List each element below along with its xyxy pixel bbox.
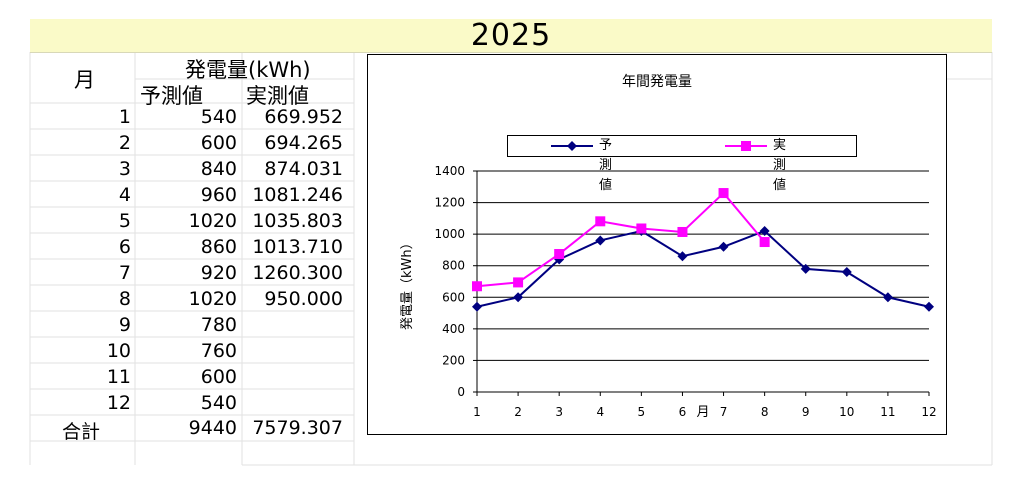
total-actual: 7579.307: [252, 417, 343, 439]
chart-legend: 予測値 実測値: [507, 135, 857, 193]
series-line-actual: [476, 191, 766, 288]
month-cell: 11: [106, 366, 131, 388]
actual-cell: 1035.803: [252, 210, 343, 232]
x-tick-label: 12: [921, 405, 936, 419]
y-tick-label: 600: [442, 290, 465, 304]
x-tick-label: 8: [761, 405, 769, 419]
forecast-cell: 780: [200, 314, 237, 336]
forecast-point: [677, 251, 688, 262]
actual-point: [554, 249, 565, 260]
power-header: 発電量(kWh): [185, 58, 311, 82]
actual-point: [677, 226, 688, 237]
forecast-point: [513, 292, 524, 303]
month-cell: 12: [106, 392, 131, 414]
legend-marker-actual: [725, 141, 767, 151]
forecast-cell: 540: [200, 392, 237, 414]
actual-point: [513, 277, 524, 288]
month-cell: 4: [118, 184, 131, 206]
forecast-cell: 840: [200, 158, 237, 180]
actual-cell: 1013.710: [252, 236, 343, 258]
legend-label-forecast: 予測値: [599, 138, 613, 193]
actual-point: [472, 281, 482, 292]
forecast-cell: 1020: [188, 288, 237, 310]
forecast-cell: 600: [200, 366, 237, 388]
actual-point: [636, 223, 647, 234]
forecast-cell: 960: [200, 184, 237, 206]
actual-cell: 669.952: [264, 106, 343, 128]
year-banner: 2025: [30, 19, 992, 53]
legend-label-actual: 実測値: [773, 138, 787, 193]
chart-title: 年間発電量: [622, 74, 692, 90]
x-tick-label: 3: [555, 405, 563, 419]
y-axis-label: 発電量（kWh）: [400, 236, 415, 330]
x-tick-label: 4: [596, 405, 604, 419]
month-cell: 10: [106, 340, 131, 362]
month-cell: 9: [118, 314, 131, 336]
year-title: 2025: [470, 18, 552, 53]
month-cell: 1: [118, 106, 131, 128]
month-cell: 2: [118, 132, 131, 154]
series-line-forecast: [476, 229, 930, 308]
forecast-cell: 540: [200, 106, 237, 128]
actual-cell: 950.000: [264, 288, 343, 310]
month-cell: 8: [118, 288, 131, 310]
actual-cell: 874.031: [264, 158, 343, 180]
actual-point: [595, 216, 606, 227]
forecast-point: [595, 235, 606, 246]
forecast-point: [841, 267, 852, 278]
y-tick-label: 400: [442, 322, 465, 336]
y-tick-label: 800: [442, 259, 465, 273]
forecast-point: [759, 225, 770, 236]
actual-point: [759, 237, 770, 248]
y-tick-label: 1200: [434, 196, 465, 210]
forecast-cell: 760: [200, 340, 237, 362]
month-header: 月: [74, 68, 95, 92]
y-tick-label: 1000: [434, 227, 465, 241]
x-tick-label: 7: [720, 405, 728, 419]
y-tick-label: 1400: [434, 164, 465, 178]
chart-area[interactable]: 年間発電量 0 200 400 600 800 1000 1200 1400 1 2 3 4 5 6 7 8 9…: [367, 54, 947, 435]
x-tick-label: 5: [638, 405, 646, 419]
y-tick-label: 0: [457, 385, 465, 399]
forecast-point: [924, 301, 934, 312]
y-tick-label: 200: [442, 353, 465, 367]
legend-marker-forecast: [551, 141, 593, 151]
forecast-header: 予測値: [140, 84, 203, 108]
forecast-cell: 860: [200, 236, 237, 258]
actual-cell: 1260.300: [252, 262, 343, 284]
x-tick-label: 1: [473, 405, 481, 419]
month-cell: 5: [118, 210, 131, 232]
x-tick-label: 10: [839, 405, 854, 419]
x-tick-label: 11: [880, 405, 895, 419]
forecast-cell: 1020: [188, 210, 237, 232]
forecast-point: [800, 263, 811, 274]
actual-cell: 694.265: [264, 132, 343, 154]
actual-cell: 1081.246: [252, 184, 343, 206]
forecast-point: [718, 241, 729, 252]
month-cell: 6: [118, 236, 131, 258]
month-cell: 7: [118, 262, 131, 284]
actual-header: 実測値: [246, 84, 309, 108]
forecast-cell: 600: [200, 132, 237, 154]
total-forecast: 9440: [188, 417, 237, 439]
x-tick-label: 2: [514, 405, 522, 419]
month-cell: 3: [118, 158, 131, 180]
x-tick-label: 6: [679, 405, 687, 419]
forecast-point: [472, 301, 482, 312]
total-label: 合計: [62, 421, 101, 443]
forecast-point: [882, 292, 893, 303]
x-axis-label: 月: [696, 405, 709, 420]
forecast-cell: 920: [200, 262, 237, 284]
actual-point: [718, 188, 729, 199]
x-tick-label: 9: [802, 405, 810, 419]
